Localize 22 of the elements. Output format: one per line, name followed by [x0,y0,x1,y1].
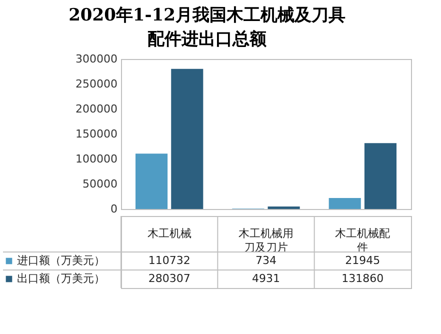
data-label: 131860 [342,272,384,285]
data-label: 734 [256,254,276,267]
bar [136,154,168,209]
y-tick-label: 0 [110,202,118,216]
bar [328,198,361,209]
data-label: 110732 [148,254,190,267]
bar [364,143,396,209]
data-label: 280307 [148,272,190,285]
y-tick-label: 150000 [76,128,118,140]
legend-label: 出口额（万美元） [17,272,105,285]
legend-label: 进口额（万美元） [17,254,105,267]
bar [171,68,204,209]
y-tick-label: 300000 [76,52,118,66]
x-tick-label: 木工机械 [147,227,192,240]
y-tick-label: 250000 [76,78,118,90]
y-tick-label: 100000 [76,152,118,166]
data-label: 21945 [345,254,380,267]
y-tick-label: 200000 [76,102,118,116]
x-tick-label: 木工机械配件 [335,227,390,254]
y-tick-label: 50000 [82,178,118,190]
chart-title: 2020年1-12月我国木工机械及刀具配件进出口总额 [68,6,346,50]
data-label: 4931 [252,272,280,285]
